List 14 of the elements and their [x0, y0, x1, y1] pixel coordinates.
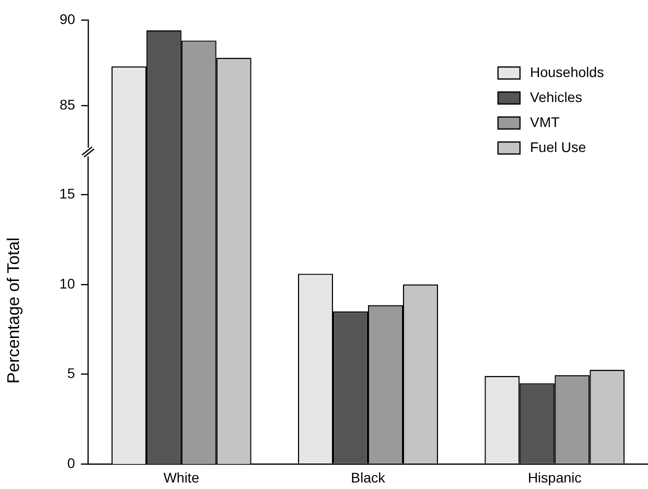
x-tick-label: Hispanic — [528, 469, 582, 486]
y-tick-label: 5 — [67, 365, 76, 382]
y-tick-label: 85 — [60, 96, 76, 113]
legend-label: Vehicles — [530, 88, 582, 105]
x-tick-label: White — [163, 469, 200, 486]
x-tick-label: Black — [350, 469, 386, 486]
y-tick-label: 15 — [59, 186, 76, 202]
y-tick-label: 10 — [59, 275, 76, 292]
legend-label: VMT — [530, 114, 560, 130]
y-tick-label: 0 — [67, 454, 76, 471]
y-axis-title: Percentage of Total — [4, 237, 23, 384]
y-tick-label: 90 — [60, 10, 76, 27]
legend-label: Households — [530, 64, 604, 80]
legend-label: Fuel Use — [530, 138, 586, 155]
